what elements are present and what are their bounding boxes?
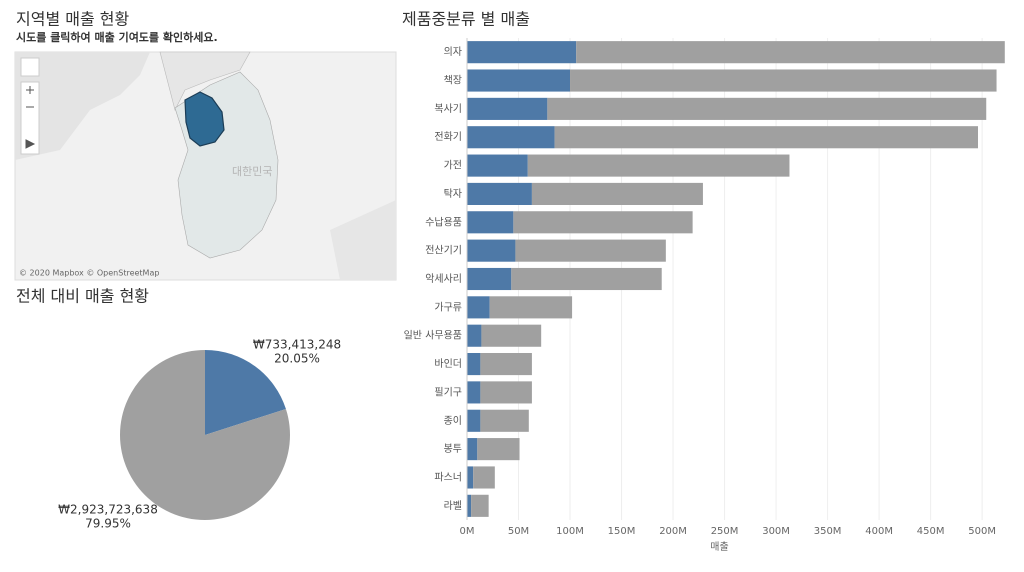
bar-segment[interactable] [467,41,577,64]
bar-segment[interactable] [547,97,987,120]
map[interactable]: 대한민국 © 2020 Mapbox © OpenStreetMap [14,51,397,281]
map-search-button[interactable] [20,57,40,77]
y-tick-label: 전산기기 [425,245,462,257]
land-north [159,51,251,111]
bar-segment[interactable] [513,211,693,234]
y-tick-label: 복사기 [434,103,462,115]
bar-segment[interactable] [467,353,481,376]
bar-segment[interactable] [576,41,1005,64]
y-tick-label: 수납용품 [425,216,462,228]
y-tick-label: 가전 [444,160,462,172]
x-tick-label: 150M [608,526,636,537]
y-tick-label: 악세사리 [425,273,462,285]
bar-segment[interactable] [467,97,548,120]
bar-segment[interactable] [467,182,532,205]
y-tick-label: 탁자 [444,188,462,200]
y-tick-label: 종이 [444,415,462,427]
map-subtitle: 시도를 클릭하여 매출 기여도를 확인하세요. [16,30,218,44]
bar-segment[interactable] [467,438,478,461]
bar-segment[interactable] [467,69,571,92]
y-tick-label: 봉투 [444,443,462,455]
bar-segment[interactable] [467,466,474,489]
x-tick-label: 300M [762,526,790,537]
map-place-label: 대한민국 [232,165,272,178]
x-tick-label: 450M [917,526,945,537]
bar-segment[interactable] [489,296,573,319]
bar-segment[interactable] [467,154,528,177]
pie-percent-label: 20.05% [274,352,320,366]
bar-segment[interactable] [467,126,555,149]
bar-segment[interactable] [467,381,481,404]
bar-segment[interactable] [471,494,489,517]
map-title: 지역별 매출 현황 [16,10,129,29]
x-tick-label: 250M [711,526,739,537]
y-tick-label: 책장 [444,75,462,87]
bar-segment[interactable] [480,353,532,376]
y-tick-label: 의자 [444,46,462,58]
x-tick-label: 350M [814,526,842,537]
land-japan [330,200,396,280]
x-tick-label: 500M [968,526,996,537]
bar-title: 제품중분류 별 매출 [402,10,530,29]
bar-segment[interactable] [527,154,790,177]
bar-segment[interactable] [467,494,472,517]
y-tick-label: 라벨 [444,500,462,512]
bar-segment[interactable] [554,126,979,149]
pie-slice[interactable] [120,350,291,520]
bar-segment[interactable] [467,211,514,234]
y-tick-label: 가구류 [434,301,462,313]
pie-amount-label: ₩2,923,723,638 [58,503,158,517]
region-gyeonggi[interactable] [184,91,225,147]
bar-segment[interactable] [467,296,490,319]
pie-percent-label: 79.95% [85,517,131,531]
x-axis-title: 매출 [710,541,728,553]
bar-segment[interactable] [473,466,495,489]
x-tick-label: 0M [460,526,475,537]
map-zoom-controls[interactable] [20,81,40,155]
bar-segment[interactable] [480,381,532,404]
bar-segment[interactable] [570,69,997,92]
y-tick-label: 파스너 [434,471,462,483]
bar-segment[interactable] [467,409,481,432]
bar-segment[interactable] [477,438,520,461]
x-tick-label: 200M [659,526,687,537]
map-attribution: © 2020 Mapbox © OpenStreetMap [19,269,159,278]
pie-slice[interactable] [205,349,286,435]
y-tick-label: 바인더 [434,358,462,370]
bar-segment[interactable] [467,239,516,262]
y-tick-label: 필기구 [434,386,462,398]
bar-segment[interactable] [480,409,529,432]
bar-segment[interactable] [531,182,703,205]
bar-segment[interactable] [467,267,512,291]
bar-segment[interactable] [515,239,666,262]
bar-segment[interactable] [481,324,542,347]
y-tick-label: 일반 사무용품 [404,330,462,342]
x-tick-label: 100M [556,526,584,537]
pie-title: 전체 대비 매출 현황 [16,287,149,306]
bar-segment[interactable] [467,324,482,347]
pie-amount-label: ₩733,413,248 [253,338,341,352]
x-tick-label: 50M [508,526,529,537]
y-tick-label: 전화기 [434,131,462,143]
map-control-icons [25,86,36,149]
bar-segment[interactable] [511,267,662,291]
land-china [15,52,150,160]
x-tick-label: 400M [865,526,893,537]
